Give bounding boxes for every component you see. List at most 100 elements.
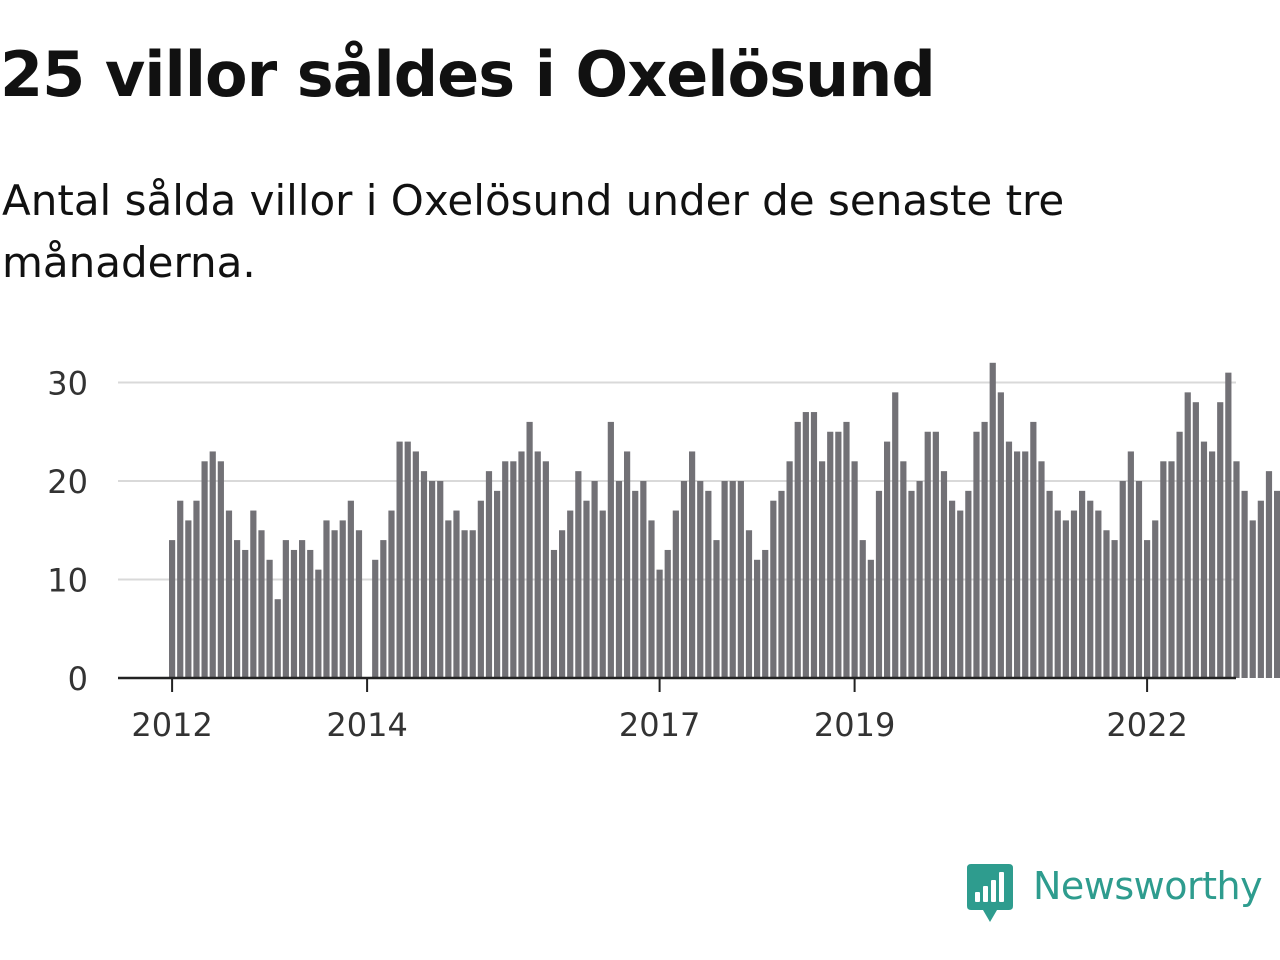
bar bbox=[680, 481, 688, 678]
bar bbox=[217, 461, 224, 678]
bar bbox=[445, 520, 452, 678]
bar bbox=[1265, 471, 1273, 678]
bars bbox=[169, 362, 1280, 678]
bar bbox=[1062, 520, 1069, 678]
bar bbox=[1095, 510, 1102, 678]
bar bbox=[307, 549, 314, 678]
bar bbox=[802, 412, 809, 678]
bar bbox=[778, 490, 785, 678]
bar bbox=[672, 510, 679, 678]
bar bbox=[1257, 500, 1264, 678]
newsworthy-logo-icon bbox=[967, 864, 1013, 922]
bar bbox=[705, 490, 712, 678]
bar bbox=[575, 471, 582, 678]
bar bbox=[770, 500, 777, 678]
bar bbox=[315, 569, 322, 678]
x-tick-label: 2022 bbox=[1106, 706, 1187, 744]
bar bbox=[932, 431, 939, 678]
bar bbox=[1079, 490, 1086, 678]
bar bbox=[567, 510, 574, 678]
bar bbox=[989, 362, 996, 678]
bar bbox=[973, 431, 980, 678]
bar bbox=[843, 421, 850, 678]
bar bbox=[1014, 451, 1021, 678]
x-tick-label: 2017 bbox=[619, 706, 700, 744]
bar bbox=[355, 530, 363, 678]
bar bbox=[412, 451, 419, 678]
y-tick-label: 20 bbox=[47, 463, 88, 501]
bar bbox=[1192, 402, 1199, 678]
bar bbox=[1054, 510, 1061, 678]
bar bbox=[193, 500, 200, 678]
bar bbox=[420, 471, 428, 678]
bar bbox=[437, 481, 444, 678]
bar bbox=[827, 431, 834, 678]
bar bbox=[1127, 451, 1134, 678]
bar bbox=[209, 451, 216, 678]
bar bbox=[1200, 441, 1208, 678]
bar bbox=[550, 549, 558, 678]
bar bbox=[1217, 402, 1224, 678]
bar bbox=[940, 471, 948, 678]
bar bbox=[339, 520, 346, 678]
bar bbox=[299, 540, 306, 678]
bar bbox=[656, 569, 663, 678]
bar bbox=[1168, 461, 1175, 678]
x-axis-ticks: 201220142017201920222024 bbox=[131, 678, 1188, 744]
bar bbox=[1274, 490, 1280, 678]
bar bbox=[518, 451, 525, 678]
bar bbox=[404, 441, 411, 678]
bar bbox=[981, 421, 988, 678]
bar bbox=[908, 490, 915, 678]
bar bbox=[1225, 372, 1232, 678]
bar bbox=[924, 431, 931, 678]
bar bbox=[1005, 441, 1013, 678]
bar bbox=[965, 490, 972, 678]
bar bbox=[713, 540, 720, 678]
bar bbox=[347, 500, 354, 678]
bar bbox=[477, 500, 484, 678]
bar bbox=[697, 481, 704, 678]
bar bbox=[331, 530, 338, 678]
bar bbox=[282, 540, 289, 678]
bar bbox=[1135, 481, 1143, 678]
bar bbox=[591, 481, 598, 678]
bar bbox=[689, 451, 696, 678]
x-tick-label: 2014 bbox=[326, 706, 407, 744]
bar bbox=[1144, 540, 1151, 678]
bar bbox=[242, 549, 249, 678]
bar bbox=[396, 441, 403, 678]
bar bbox=[1046, 490, 1053, 678]
bar bbox=[534, 451, 541, 678]
bar bbox=[615, 481, 623, 678]
bar bbox=[1087, 500, 1094, 678]
bar bbox=[640, 481, 647, 678]
bar bbox=[559, 530, 566, 678]
bar bbox=[737, 481, 744, 678]
bar bbox=[875, 490, 883, 678]
bar bbox=[859, 540, 866, 678]
bar bbox=[745, 530, 753, 678]
bar bbox=[916, 481, 923, 678]
bar bbox=[1176, 431, 1183, 678]
bar bbox=[250, 510, 257, 678]
bar bbox=[607, 421, 614, 678]
bar bbox=[1030, 421, 1037, 678]
bar bbox=[542, 461, 549, 678]
bar bbox=[225, 510, 233, 678]
y-tick-label: 30 bbox=[47, 365, 88, 403]
bar bbox=[624, 451, 631, 678]
bar bbox=[169, 540, 176, 678]
bar bbox=[372, 559, 379, 678]
bar bbox=[810, 412, 818, 678]
bar bbox=[388, 510, 395, 678]
y-tick-label: 10 bbox=[47, 562, 88, 600]
bar bbox=[892, 392, 899, 678]
bar bbox=[664, 549, 671, 678]
bar bbox=[884, 441, 891, 678]
bar bbox=[1209, 451, 1216, 678]
bar bbox=[185, 520, 192, 678]
bar bbox=[900, 461, 907, 678]
bar bbox=[1119, 481, 1126, 678]
